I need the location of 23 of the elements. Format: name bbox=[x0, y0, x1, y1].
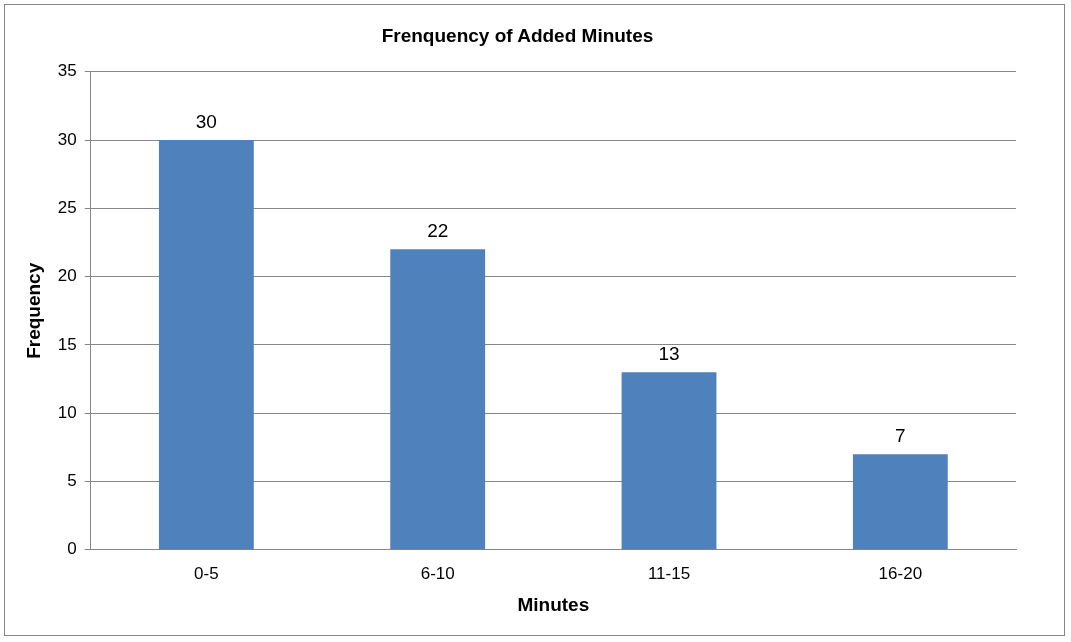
x-tick-label: 11-15 bbox=[647, 563, 691, 583]
y-tick-label: 20 bbox=[57, 266, 77, 286]
data-label: 30 bbox=[195, 110, 217, 132]
chart-title: Frenquency of Added Minutes bbox=[381, 24, 654, 46]
y-tick-label: 15 bbox=[57, 334, 77, 354]
y-tick-label: 25 bbox=[57, 198, 77, 218]
bar bbox=[390, 249, 486, 550]
y-tick-label: 5 bbox=[67, 471, 77, 491]
x-tick-label: 6-10 bbox=[420, 563, 455, 583]
x-axis-title: Minutes bbox=[517, 593, 590, 615]
y-tick-label: 0 bbox=[67, 539, 77, 559]
x-tick-label: 0-5 bbox=[194, 563, 219, 583]
bar bbox=[852, 454, 948, 550]
data-label: 22 bbox=[427, 220, 449, 242]
y-tick-label: 30 bbox=[57, 129, 77, 149]
data-label: 7 bbox=[895, 424, 906, 446]
bar bbox=[621, 372, 717, 550]
y-axis-title: Frequency bbox=[22, 262, 44, 359]
bar bbox=[158, 140, 254, 550]
data-label: 13 bbox=[658, 342, 680, 364]
y-tick-label: 10 bbox=[57, 402, 77, 422]
y-tick-label: 35 bbox=[57, 61, 77, 81]
x-tick-label: 16-20 bbox=[878, 563, 923, 583]
